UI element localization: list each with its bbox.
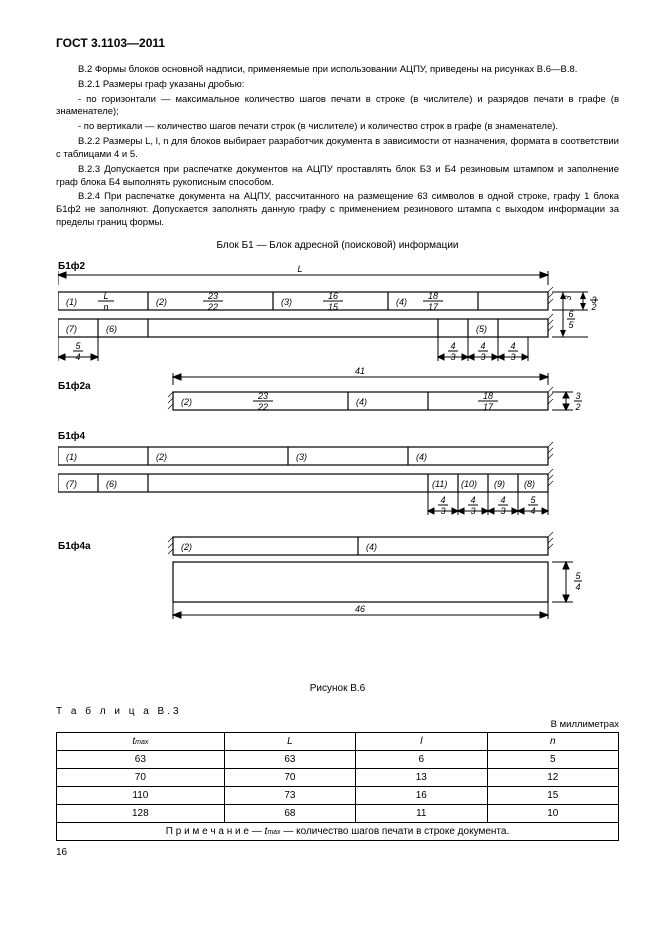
svg-text:5: 5 — [568, 320, 574, 330]
svg-text:3: 3 — [575, 391, 580, 401]
units-label: В миллиметрах — [56, 719, 619, 730]
note-text: П р и м е ч а н и е — — [166, 826, 265, 837]
svg-text:46: 46 — [354, 604, 364, 614]
diagram: Б1ф2 L (1) (2) — [58, 257, 618, 677]
svg-text:18: 18 — [427, 291, 437, 301]
svg-text:4: 4 — [470, 495, 475, 505]
svg-text:22: 22 — [256, 402, 267, 412]
svg-text:L: L — [103, 291, 108, 301]
col-header: L — [224, 732, 355, 750]
svg-text:23: 23 — [256, 391, 267, 401]
svg-text:(10): (10) — [461, 479, 477, 489]
diagram-title: Блок Б1 — Блок адресной (поисковой) инфо… — [56, 240, 619, 251]
svg-text:3: 3 — [510, 352, 515, 362]
table-row: 128681110 — [57, 804, 619, 822]
note-text: — количество шагов печати в строке докум… — [281, 826, 510, 837]
svg-text:(8): (8) — [524, 479, 535, 489]
svg-text:41: 41 — [354, 366, 364, 376]
svg-text:3: 3 — [563, 295, 573, 300]
svg-text:5: 5 — [75, 341, 81, 351]
page-number: 16 — [56, 847, 619, 858]
table-label: Т а б л и ц а В.3 — [56, 706, 619, 717]
svg-text:(7): (7) — [66, 324, 77, 334]
svg-text:17: 17 — [427, 302, 438, 312]
figure-caption: Рисунок В.6 — [56, 683, 619, 694]
data-table: tmax L l n 636365 70701312 110731615 128… — [56, 732, 619, 841]
svg-text:(4): (4) — [366, 542, 377, 552]
table-row: 636365 — [57, 750, 619, 768]
svg-text:3: 3 — [500, 506, 505, 516]
col-header: tmax — [57, 732, 225, 750]
svg-text:3: 3 — [440, 506, 445, 516]
svg-text:(6): (6) — [106, 324, 117, 334]
svg-text:(2): (2) — [156, 452, 167, 462]
svg-text:L: L — [297, 264, 302, 274]
paragraph: - по вертикали — количество шагов печати… — [56, 121, 619, 134]
svg-text:4: 4 — [440, 495, 445, 505]
svg-text:(2): (2) — [181, 397, 192, 407]
svg-text:4: 4 — [450, 341, 455, 351]
svg-text:4: 4 — [575, 582, 580, 592]
svg-text:4: 4 — [500, 495, 505, 505]
svg-text:15: 15 — [327, 302, 338, 312]
label-b1f4: Б1ф4 — [58, 430, 85, 442]
col-header: n — [487, 732, 618, 750]
svg-text:n: n — [103, 302, 108, 312]
svg-text:(3): (3) — [296, 452, 307, 462]
paragraph: - по горизонтали — максимальное количест… — [56, 94, 619, 120]
svg-text:17: 17 — [482, 402, 493, 412]
svg-text:(1): (1) — [66, 297, 77, 307]
label-b1f2: Б1ф2 — [58, 260, 85, 272]
paragraph: В.2.2 Размеры L, l, n для блоков выбирае… — [56, 136, 619, 162]
col-header: l — [356, 732, 487, 750]
svg-text:(4): (4) — [396, 297, 407, 307]
svg-text:16: 16 — [327, 291, 337, 301]
svg-text:(4): (4) — [416, 452, 427, 462]
paragraph: В.2.1 Размеры граф указаны дробью: — [56, 79, 619, 92]
svg-text:(2): (2) — [156, 297, 167, 307]
label-b1f2a: Б1ф2а — [58, 380, 91, 392]
svg-text:2: 2 — [590, 302, 596, 312]
paragraph: В.2.3 Допускается при распечатке докумен… — [56, 164, 619, 190]
svg-text:3: 3 — [470, 506, 475, 516]
svg-text:4: 4 — [530, 506, 535, 516]
svg-text:18: 18 — [482, 391, 492, 401]
svg-text:(2): (2) — [181, 542, 192, 552]
label-b1f4a: Б1ф4а — [58, 540, 91, 552]
svg-text:5: 5 — [530, 495, 536, 505]
svg-text:(3): (3) — [281, 297, 292, 307]
svg-text:(6): (6) — [106, 479, 117, 489]
paragraph: В.2.4 При распечатке документа на АЦПУ, … — [56, 191, 619, 229]
table-note-row: П р и м е ч а н и е — tmax — количество … — [57, 822, 619, 840]
svg-text:3: 3 — [480, 352, 485, 362]
paragraph: В.2 Формы блоков основной надписи, приме… — [56, 64, 619, 77]
svg-text:(7): (7) — [66, 479, 77, 489]
svg-text:(11): (11) — [432, 479, 447, 489]
svg-text:4: 4 — [480, 341, 485, 351]
svg-text:(9): (9) — [494, 479, 505, 489]
doc-header: ГОСТ 3.1103—2011 — [56, 36, 619, 50]
svg-text:2: 2 — [574, 402, 580, 412]
svg-text:(5): (5) — [476, 324, 487, 334]
table-row: 110731615 — [57, 786, 619, 804]
svg-text:(4): (4) — [356, 397, 367, 407]
svg-text:3: 3 — [450, 352, 455, 362]
svg-text:6: 6 — [568, 309, 573, 319]
svg-text:4: 4 — [510, 341, 515, 351]
svg-text:(1): (1) — [66, 452, 77, 462]
svg-text:23: 23 — [206, 291, 217, 301]
svg-text:4: 4 — [75, 352, 80, 362]
svg-text:22: 22 — [206, 302, 217, 312]
svg-text:5: 5 — [575, 571, 581, 581]
table-row: 70701312 — [57, 768, 619, 786]
